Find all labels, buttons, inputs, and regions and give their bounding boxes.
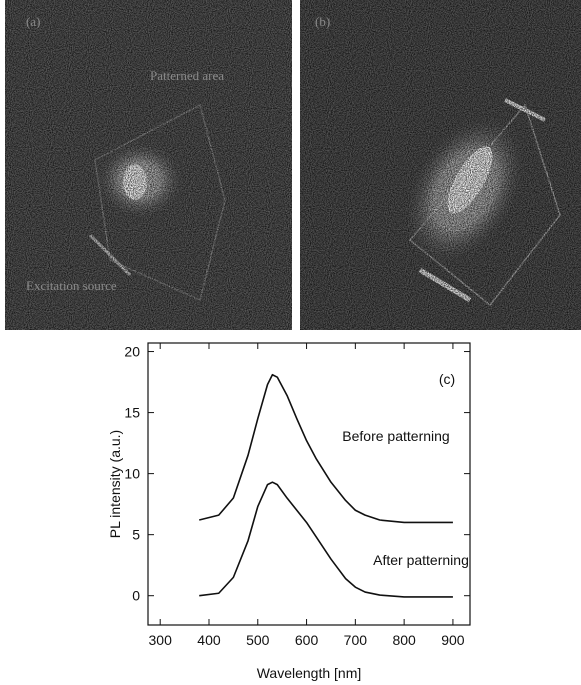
panel-label: (b)	[315, 14, 330, 29]
series-line	[199, 481, 453, 598]
x-axis-label: Wavelength [nm]	[257, 665, 362, 681]
photo-a: (a) Patterned area Excitation source	[5, 0, 292, 330]
x-tick-label: 900	[441, 632, 465, 648]
y-tick-label: 5	[132, 527, 140, 543]
x-tick-label: 800	[392, 632, 416, 648]
photo-b: (b)	[300, 0, 581, 330]
y-tick-label: 20	[124, 344, 140, 360]
panel-label: (c)	[439, 371, 455, 387]
x-tick-label: 400	[197, 632, 221, 648]
x-tick-label: 600	[295, 632, 319, 648]
y-tick-label: 0	[132, 588, 140, 604]
panel-label: (a)	[26, 14, 40, 29]
plot-frame	[147, 342, 471, 626]
x-tick-label: 500	[246, 632, 270, 648]
x-tick-label: 300	[149, 632, 173, 648]
x-tick-label: 700	[344, 632, 368, 648]
y-tick-label: 15	[124, 405, 140, 421]
series-label: After patterning	[373, 552, 469, 568]
y-tick-label: 10	[124, 466, 140, 482]
series-label: Before patterning	[342, 428, 449, 444]
y-axis-label: PL intensity (a.u.)	[107, 430, 123, 538]
photo-annotation: Excitation source	[26, 278, 117, 293]
photo-annotation: Patterned area	[150, 68, 224, 83]
series-line	[199, 373, 453, 524]
